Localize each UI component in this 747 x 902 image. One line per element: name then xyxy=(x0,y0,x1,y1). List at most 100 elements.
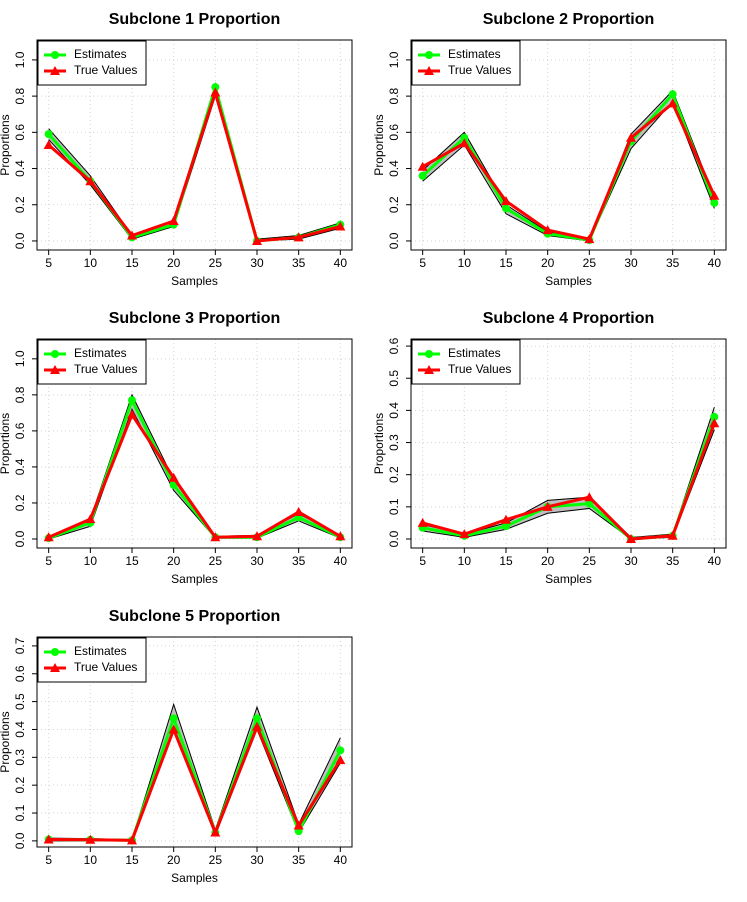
y-tick-label: 0.2 xyxy=(13,777,27,794)
panel: Subclone 2 Proportion 5 10 15 20 25 30 35 40 0.0 0… xyxy=(372,11,727,288)
y-tick-label: 0.8 xyxy=(387,87,401,104)
legend-box xyxy=(37,40,147,86)
point xyxy=(459,529,470,539)
series-line xyxy=(48,722,342,842)
y-tick-label: 0.6 xyxy=(13,124,27,141)
x-tick-label: 5 xyxy=(45,256,52,270)
x-tick-label: 40 xyxy=(334,554,348,568)
y-tick-label: 0.2 xyxy=(13,196,27,213)
legend-marker xyxy=(50,663,60,672)
point xyxy=(584,492,595,502)
x-tick-label: 25 xyxy=(583,554,597,568)
legend-marker xyxy=(425,51,433,59)
x-tick-label: 30 xyxy=(624,554,638,568)
y-tick-label: 0.8 xyxy=(13,386,27,403)
series-line xyxy=(48,411,342,539)
point xyxy=(417,161,428,171)
y-tick-label: 0.4 xyxy=(13,160,27,177)
y-tick-label: 0.6 xyxy=(13,422,27,439)
x-tick-label: 20 xyxy=(541,554,555,568)
legend-label: Estimates xyxy=(448,346,501,360)
x-tick-label: 10 xyxy=(84,853,98,867)
x-tick-label: 20 xyxy=(541,256,555,270)
x-tick-label: 30 xyxy=(250,853,264,867)
y-tick-label: 0.5 xyxy=(13,693,27,710)
point xyxy=(252,235,262,245)
legend-marker xyxy=(51,51,59,59)
series-line xyxy=(421,91,716,242)
panel-title: Subclone 2 Proportion xyxy=(483,11,655,28)
y-tick-label: 0.1 xyxy=(387,498,401,515)
x-tick-label: 25 xyxy=(209,554,223,568)
band-edge xyxy=(422,100,715,242)
legend-marker xyxy=(51,648,59,656)
point xyxy=(85,176,96,186)
x-tick-label: 35 xyxy=(292,554,306,568)
point xyxy=(502,522,510,531)
legend-label: Estimates xyxy=(448,47,501,61)
point xyxy=(210,827,221,837)
point xyxy=(710,412,719,421)
point xyxy=(501,514,511,524)
point xyxy=(584,234,595,244)
point xyxy=(168,724,179,734)
y-axis-label: Proportions xyxy=(372,413,386,474)
legend-label: True Values xyxy=(74,362,137,376)
band-edge xyxy=(422,407,715,538)
y-tick-label: 0.7 xyxy=(13,637,27,654)
point xyxy=(85,514,96,524)
point xyxy=(626,533,636,543)
point xyxy=(168,216,179,226)
x-tick-label: 5 xyxy=(45,853,52,867)
plot-frame xyxy=(36,338,353,549)
y-tick-label: 0.5 xyxy=(387,370,401,387)
y-tick-label: 0.4 xyxy=(13,721,27,738)
legend-box xyxy=(37,637,147,683)
point xyxy=(418,171,427,180)
x-axis-label: Samples xyxy=(545,572,592,586)
legend-marker xyxy=(424,365,434,374)
x-tick-label: 5 xyxy=(419,256,426,270)
point xyxy=(293,506,304,516)
x-tick-label: 20 xyxy=(167,256,181,270)
x-axis-label: Samples xyxy=(171,274,218,288)
y-tick-label: 0.0 xyxy=(13,832,27,849)
legend-label: True Values xyxy=(74,63,137,77)
x-axis-label: Samples xyxy=(545,274,592,288)
point xyxy=(44,130,53,139)
legend-label: True Values xyxy=(74,660,137,674)
x-tick-label: 30 xyxy=(250,256,264,270)
point xyxy=(709,418,720,428)
y-tick-label: 0.8 xyxy=(13,87,27,104)
x-tick-label: 15 xyxy=(125,554,139,568)
x-tick-label: 10 xyxy=(84,256,98,270)
point xyxy=(542,501,553,511)
legend-marker xyxy=(424,66,434,75)
x-tick-label: 15 xyxy=(125,256,139,270)
point xyxy=(336,746,345,755)
x-tick-label: 10 xyxy=(84,554,98,568)
panel: Subclone 5 Proportion 5 10 15 20 25 30 35 40 0.0 0… xyxy=(0,608,353,885)
legend-label: True Values xyxy=(448,362,511,376)
plot-frame xyxy=(36,636,353,848)
point xyxy=(293,820,304,830)
confidence-band xyxy=(422,90,715,241)
point xyxy=(127,409,137,419)
y-tick-label: 0.6 xyxy=(387,337,401,354)
y-tick-label: 0.0 xyxy=(13,530,27,547)
x-tick-label: 15 xyxy=(125,853,139,867)
confidence-band xyxy=(422,407,715,539)
y-tick-label: 0.0 xyxy=(13,232,27,249)
x-tick-label: 25 xyxy=(209,853,223,867)
legend-box xyxy=(37,339,147,385)
y-tick-label: 0.4 xyxy=(13,458,27,475)
point xyxy=(43,140,54,149)
x-tick-label: 20 xyxy=(167,853,181,867)
point xyxy=(210,87,221,97)
panel-title: Subclone 4 Proportion xyxy=(483,310,655,327)
point xyxy=(43,532,54,542)
point xyxy=(127,230,137,240)
x-tick-label: 5 xyxy=(419,554,426,568)
band-edge xyxy=(48,94,341,242)
